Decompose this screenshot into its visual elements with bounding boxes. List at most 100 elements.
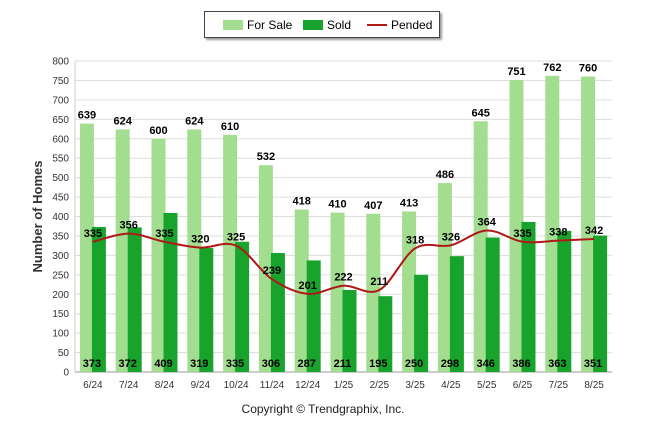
x-tick-label: 4/25 (441, 380, 461, 391)
x-tick-label: 7/25 (549, 380, 569, 391)
x-tick-label: 11/24 (260, 380, 285, 391)
pended-value-label: 326 (442, 231, 460, 243)
for-sale-bar (509, 80, 524, 372)
y-tick-label: 450 (52, 193, 69, 204)
sold-bar (557, 230, 572, 372)
for-sale-bar (223, 134, 238, 372)
y-tick-label: 400 (52, 212, 69, 223)
for-sale-bar (79, 123, 94, 373)
y-tick-label: 150 (52, 309, 69, 320)
y-tick-label: 350 (52, 231, 69, 242)
y-tick-label: 100 (52, 329, 69, 340)
y-tick-label: 750 (52, 76, 69, 87)
y-axis-title: Number of Homes (30, 161, 45, 273)
for-sale-value-label: 418 (293, 196, 311, 208)
for-sale-value-label: 751 (507, 66, 525, 78)
sold-value-label: 346 (477, 358, 495, 370)
x-tick-label: 6/25 (513, 380, 533, 391)
sold-bar (485, 237, 500, 372)
legend-pended-line (367, 24, 387, 26)
for-sale-bar (294, 209, 309, 372)
sold-value-label: 386 (512, 358, 530, 370)
pended-value-label: 356 (120, 220, 138, 232)
for-sale-value-label: 762 (543, 62, 561, 74)
x-tick-label: 12/24 (295, 380, 320, 391)
pended-value-label: 335 (513, 228, 531, 240)
pended-value-label: 342 (585, 225, 603, 237)
x-tick-label: 3/25 (405, 380, 425, 391)
y-tick-label: 800 (52, 57, 69, 68)
sold-value-label: 319 (190, 358, 208, 370)
sold-bar (235, 241, 250, 372)
legend-for-sale-label: For Sale (247, 18, 293, 32)
y-tick-label: 700 (52, 95, 69, 106)
y-tick-label: 50 (58, 348, 70, 359)
sold-value-label: 335 (226, 358, 244, 370)
pended-value-label: 335 (84, 228, 102, 240)
sold-bar (306, 260, 321, 372)
for-sale-bar (581, 76, 596, 373)
sold-bar (163, 213, 178, 372)
sold-bar (91, 226, 106, 372)
copyright-text: Copyright © Trendgraphix, Inc. (241, 402, 405, 416)
pended-value-label: 335 (155, 228, 173, 240)
sold-value-label: 250 (405, 358, 423, 370)
y-tick-label: 550 (52, 154, 69, 165)
for-sale-bar (187, 129, 202, 372)
for-sale-value-label: 624 (114, 115, 133, 127)
y-tick-label: 250 (52, 270, 69, 281)
pended-value-label: 320 (191, 234, 209, 246)
y-tick-label: 0 (63, 368, 69, 379)
y-tick-label: 500 (52, 173, 69, 184)
sold-value-label: 287 (298, 358, 316, 370)
pended-value-label: 239 (263, 265, 281, 277)
x-tick-label: 5/25 (477, 380, 497, 391)
pended-value-label: 338 (549, 227, 567, 239)
for-sale-value-label: 532 (257, 151, 275, 163)
legend-for-sale-swatch (223, 20, 243, 30)
sold-value-label: 298 (441, 358, 459, 370)
for-sale-bar (366, 213, 381, 372)
sold-bar (449, 256, 464, 372)
sold-value-label: 351 (584, 358, 602, 370)
y-tick-label: 200 (52, 290, 69, 301)
for-sale-value-label: 486 (436, 169, 454, 181)
sold-bar (521, 221, 536, 372)
for-sale-bar (545, 75, 560, 373)
for-sale-bar (258, 165, 273, 372)
sold-bar (199, 247, 214, 372)
y-tick-label: 650 (52, 115, 69, 126)
pended-value-label: 325 (227, 232, 245, 244)
sold-value-label: 373 (83, 358, 101, 370)
pended-value-label: 201 (299, 280, 317, 292)
x-tick-label: 10/24 (224, 380, 249, 391)
for-sale-value-label: 639 (78, 110, 96, 122)
sold-bar (270, 253, 285, 372)
for-sale-bar (115, 129, 130, 372)
for-sale-bar (330, 212, 345, 372)
legend: For Sale Sold Pended (204, 11, 440, 38)
legend-sold-swatch (303, 20, 323, 30)
x-tick-label: 8/24 (155, 380, 175, 391)
sold-bar (414, 274, 429, 372)
for-sale-bar (151, 138, 166, 372)
for-sale-value-label: 413 (400, 197, 418, 209)
sold-value-label: 211 (334, 358, 352, 370)
x-tick-label: 2/25 (370, 380, 390, 391)
pended-value-label: 318 (406, 234, 424, 246)
x-tick-label: 6/24 (83, 380, 103, 391)
for-sale-value-label: 600 (149, 125, 167, 137)
x-tick-label: 7/24 (119, 380, 139, 391)
sold-bar (593, 235, 608, 372)
sold-bar (342, 289, 357, 372)
y-tick-label: 600 (52, 134, 69, 145)
sold-value-label: 409 (154, 358, 172, 370)
for-sale-value-label: 407 (364, 200, 382, 212)
for-sale-value-label: 410 (328, 199, 346, 211)
for-sale-bar (473, 121, 488, 372)
pended-value-label: 364 (478, 216, 497, 228)
sold-value-label: 195 (369, 358, 387, 370)
sold-value-label: 372 (119, 358, 137, 370)
sold-bar (378, 296, 393, 372)
